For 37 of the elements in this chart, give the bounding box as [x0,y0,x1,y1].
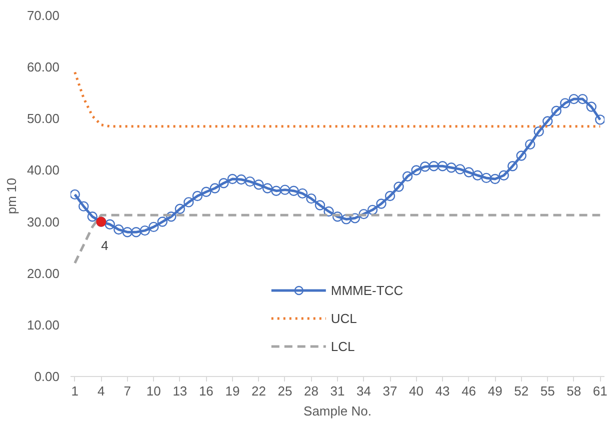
x-tick-label: 61 [592,384,608,398]
y-axis-title: pm 10 [4,178,19,214]
y-tick-label: 30.00 [26,214,60,230]
x-tick-label: 28 [304,384,318,398]
x-axis-title: Sample No. [304,404,372,418]
x-tick-label: 49 [488,384,502,398]
x-tick-label: 7 [124,384,132,398]
x-tick-label: 25 [278,384,292,398]
line-series [74,214,602,264]
legend-label: LCL [330,338,355,354]
x-tick-label: 4 [98,384,105,398]
x-tick-label: 31 [330,384,345,398]
x-tick-label: 43 [435,384,450,398]
annotation: 4 [101,238,108,253]
x-tick-label: 40 [409,384,424,398]
y-tick-label: 60.00 [26,60,60,75]
line-series [74,70,602,128]
x-tick-label: 13 [172,384,188,398]
x-tick-label: 22 [251,384,266,398]
x-tick-label: 10 [146,384,161,398]
x-tick-label: 34 [356,384,371,398]
y-tick-label: 20.00 [26,266,60,281]
x-tick-label: 46 [462,384,476,398]
x-tick-label: 58 [566,384,582,398]
x-tick-label: 52 [514,384,529,398]
y-tick-label: 10.00 [26,317,60,332]
x-tick-label: 1 [71,384,78,398]
x-tick-label: 37 [382,384,398,398]
x-tick-label: 16 [198,384,214,398]
legend-label: UCL [330,310,357,326]
y-tick-label: 0.00 [34,369,60,384]
legend-label: MMME-TCC [330,282,404,298]
y-tick-label: 40.00 [26,162,60,178]
y-tick-label: 50.00 [26,111,60,126]
y-tick-label: 70.00 [26,8,60,23]
x-tick-label: 55 [540,384,555,398]
x-tick-label: 19 [225,384,240,398]
